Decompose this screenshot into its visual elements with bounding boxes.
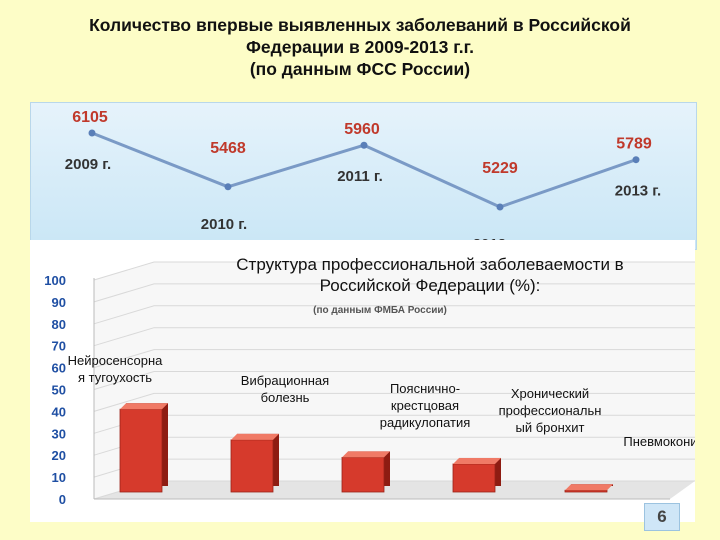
- title-line-2: Федерации в 2009-2013 г.г.: [245, 37, 475, 57]
- gridline: [93, 371, 695, 390]
- data-label: 5229: [482, 160, 518, 177]
- category-label: радикулопатия: [380, 415, 471, 430]
- category-label: я тугоухость: [78, 370, 152, 385]
- bar-chart-subtitle: (по данным ФМБА России): [313, 305, 447, 316]
- bar: [230, 439, 274, 493]
- y-tick-label: 90: [52, 295, 66, 310]
- bar: [341, 456, 385, 493]
- data-point: [360, 141, 368, 149]
- bar-chart-panel: 0 10 20 30 40 50 60 70 80 90 100 Структура професси…: [30, 240, 711, 522]
- category-label: Хронический: [511, 386, 589, 401]
- x-tick-label: 2010 г.: [201, 216, 247, 233]
- bar: [452, 463, 496, 493]
- gridline: [93, 392, 695, 412]
- gridline: [93, 283, 695, 303]
- y-tick-label: 0: [59, 492, 66, 507]
- x-tick-label: 2013 г.: [615, 183, 661, 200]
- bar-chart-title-line-1: Структура профессиональной заболеваемост…: [236, 255, 623, 274]
- bar-top: [231, 433, 279, 440]
- x-tick-label: 2011 г.: [337, 168, 383, 185]
- bar-top: [120, 403, 168, 410]
- category-label: крестцовая: [391, 398, 459, 413]
- gridline: [93, 349, 695, 369]
- page-number: 6: [644, 503, 680, 531]
- data-point: [632, 156, 640, 164]
- title-line-3: (по данным ФСС России): [249, 59, 471, 79]
- category-label: профессиональн: [499, 403, 602, 418]
- bar-chart-title-line-2: Российской Федерации (%):: [320, 276, 541, 295]
- data-label: 5468: [210, 140, 246, 157]
- y-tick-label: 80: [52, 317, 66, 332]
- y-tick-label: 100: [44, 273, 66, 288]
- data-label: 5960: [344, 121, 380, 138]
- category-label: Вибрационная: [241, 373, 329, 388]
- y-tick-label: 40: [52, 404, 66, 419]
- data-point: [88, 129, 96, 137]
- line-chart-panel: 6105 2009 г. 5468 2010 г. 5960 2011 г. 5229 201…: [30, 102, 697, 253]
- y-tick-label: 70: [52, 339, 66, 354]
- y-tick-label: 20: [52, 448, 66, 463]
- bar-chart: 0 10 20 30 40 50 60 70 80 90 100 Структура професси…: [44, 255, 710, 507]
- data-label: 5789: [616, 136, 652, 153]
- data-point: [496, 203, 504, 211]
- category-label: Нейросенсорна: [68, 353, 164, 368]
- y-tick-label: 60: [52, 361, 66, 376]
- line-chart: 6105 2009 г. 5468 2010 г. 5960 2011 г. 5229 201…: [65, 109, 661, 253]
- data-label: 6105: [72, 109, 108, 126]
- slide-title: Количество впервые выявленных заболевани…: [20, 14, 700, 80]
- bar-top: [565, 484, 613, 491]
- bar-top: [342, 451, 390, 458]
- bar-top: [453, 457, 501, 464]
- category-label: ый бронхит: [515, 420, 584, 435]
- x-tick-label: 2009 г.: [65, 156, 111, 173]
- gridline: [93, 327, 695, 347]
- gridline: [93, 261, 695, 281]
- title-line-1: Количество впервые выявленных заболевани…: [89, 15, 631, 35]
- y-tick-label: 10: [52, 470, 66, 485]
- y-tick-label: 30: [52, 426, 66, 441]
- category-label: Пояснично-: [390, 381, 460, 396]
- bar: [564, 489, 608, 493]
- category-label: Пневмокониоз: [623, 434, 695, 449]
- y-tick-label: 50: [52, 383, 66, 398]
- data-point: [224, 183, 232, 191]
- bar: [119, 408, 163, 493]
- gridline: [93, 305, 695, 325]
- category-label: болезнь: [261, 390, 310, 405]
